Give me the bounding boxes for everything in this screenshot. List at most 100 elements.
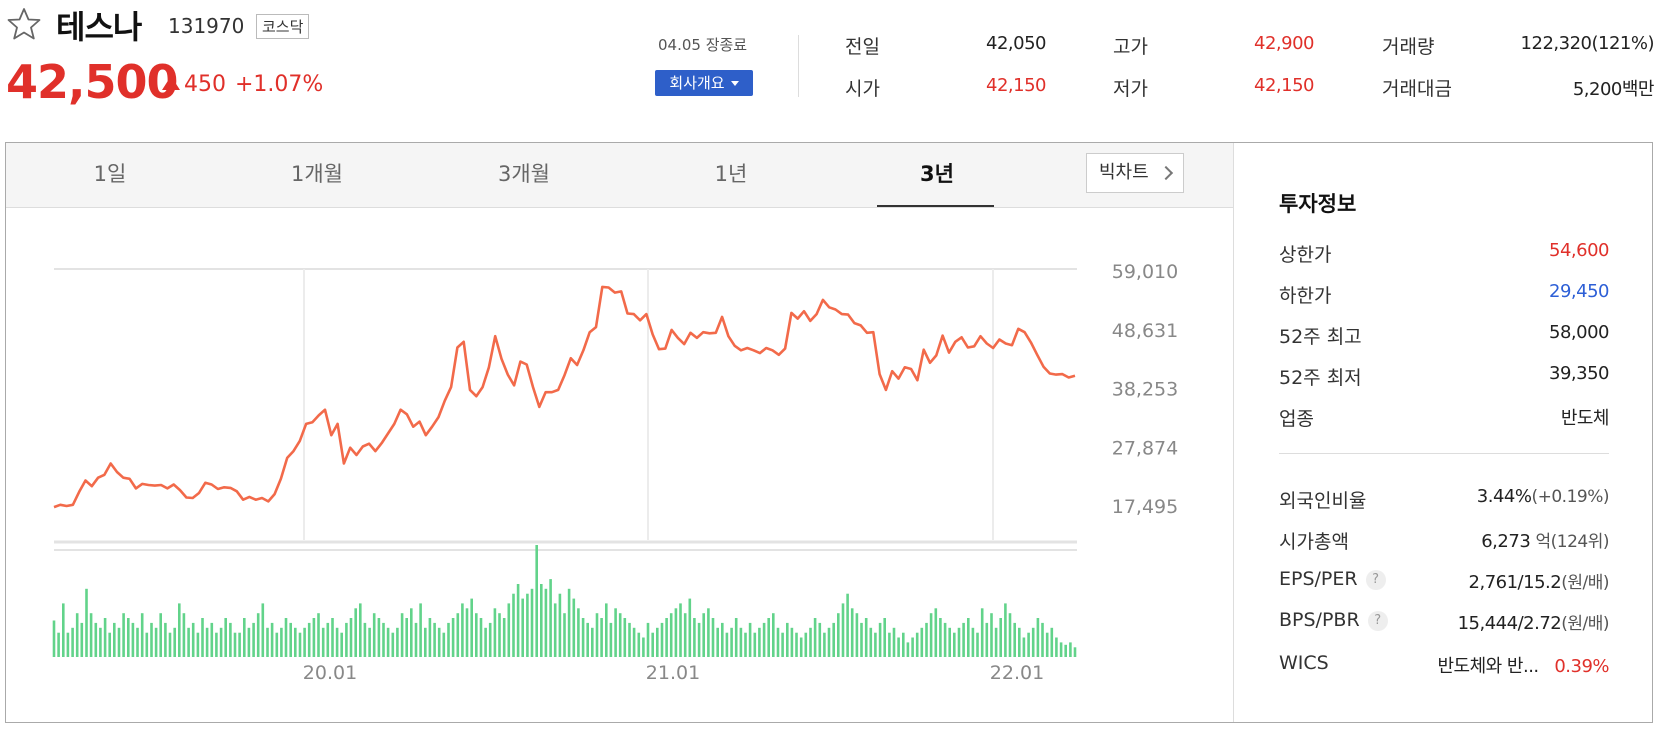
volume-bar xyxy=(1018,627,1021,657)
volume-bar xyxy=(294,627,297,657)
volume-bar xyxy=(410,608,413,657)
volume-bar xyxy=(591,627,594,657)
volume-bar xyxy=(178,603,181,657)
volume-bar xyxy=(943,622,947,657)
volume-bar xyxy=(674,608,678,657)
volume-bar xyxy=(150,622,153,657)
tab-1y[interactable]: 1년 xyxy=(714,162,748,186)
volume-bar xyxy=(256,613,260,657)
stat-label-volume: 거래량 xyxy=(1382,36,1435,58)
company-overview-button[interactable]: 회사개요 xyxy=(655,70,753,96)
volume-bar xyxy=(108,632,111,657)
volume-bar xyxy=(767,618,770,657)
volume-bar xyxy=(809,627,812,657)
favorite-star-icon[interactable] xyxy=(6,6,42,42)
volume-bar xyxy=(187,627,190,657)
volume-bar xyxy=(818,622,822,657)
volume-bar xyxy=(224,618,227,657)
volume-bar xyxy=(716,627,719,657)
volume-bar xyxy=(57,632,60,657)
volume-bar xyxy=(372,613,376,657)
volume-bar xyxy=(962,622,965,657)
volume-bar xyxy=(753,632,757,657)
volume-bar xyxy=(335,627,339,657)
price-chart[interactable]: 59,010 48,631 38,253 27,874 17,495 20.01 21.01… xyxy=(0,207,1232,722)
volume-bar xyxy=(567,588,571,657)
volume-bar xyxy=(1008,613,1012,657)
invest-label-lower-limit: 하한가 xyxy=(1279,285,1332,307)
invest-value-52w-low: 39,350 xyxy=(1549,363,1609,384)
volume-bar xyxy=(312,618,316,657)
volume-bar xyxy=(196,632,200,657)
invest-value-wics[interactable]: 반도체와 반... 0.39% xyxy=(1359,652,1609,678)
volume-bar xyxy=(795,632,798,657)
bps-pbr-unit: (원/배) xyxy=(1561,614,1609,634)
volume-bar xyxy=(642,637,645,657)
stock-code: 131970 xyxy=(168,14,245,38)
volume-bar xyxy=(298,632,302,657)
volume-bar xyxy=(516,584,520,657)
stat-value-low: 42,150 xyxy=(1254,75,1314,96)
tab-1m[interactable]: 1개월 xyxy=(290,162,343,186)
volume-bar xyxy=(976,632,979,657)
volume-bar xyxy=(744,632,747,657)
volume-bar xyxy=(266,627,269,657)
volume-bar xyxy=(1041,622,1044,657)
volume-bar xyxy=(1036,618,1040,657)
volume-bar xyxy=(618,613,622,657)
tab-3y[interactable]: 3년 xyxy=(920,162,954,186)
volume-bar xyxy=(215,632,218,657)
volume-bar xyxy=(549,579,552,657)
volume-bar xyxy=(669,613,673,657)
volume-bar xyxy=(646,622,650,657)
volume-bar xyxy=(581,618,585,657)
wics-sector: 반도체와 반... xyxy=(1437,656,1539,677)
volume-bar xyxy=(465,608,469,657)
volume-bar xyxy=(52,620,56,657)
big-chart-button[interactable]: 빅차트 xyxy=(1086,153,1184,193)
volume-bar xyxy=(164,622,167,657)
volume-bar xyxy=(999,618,1002,657)
volume-bar xyxy=(391,632,395,657)
stat-value-volume: 122,320(121%) xyxy=(1520,33,1655,54)
price-change: 450 xyxy=(162,72,226,97)
volume-bar xyxy=(790,627,794,657)
y-axis-tick-label: 17,495 xyxy=(1112,496,1178,518)
volume-bar xyxy=(85,588,88,657)
foreign-ratio-value: 3.44% xyxy=(1476,486,1532,507)
market-cap-value: 6,273 xyxy=(1481,531,1531,552)
invest-label-eps-per: EPS/PER? xyxy=(1279,568,1386,590)
up-triangle-icon xyxy=(162,76,180,90)
volume-bar xyxy=(994,627,998,657)
invest-value-52w-high: 58,000 xyxy=(1549,322,1609,343)
volume-bar xyxy=(878,622,882,657)
invest-label-wics: WICS xyxy=(1279,652,1329,674)
market-badge: 코스닥 xyxy=(256,14,310,39)
volume-bar xyxy=(683,613,687,657)
stat-value-prev-close: 42,050 xyxy=(986,33,1046,54)
help-icon[interactable]: ? xyxy=(1367,611,1388,631)
volume-bar xyxy=(270,622,274,657)
volume-bar xyxy=(721,622,724,657)
volume-bar xyxy=(632,627,636,657)
help-icon[interactable]: ? xyxy=(1365,570,1386,590)
volume-bar xyxy=(688,598,692,657)
volume-bar xyxy=(191,622,195,657)
caret-down-icon xyxy=(730,81,739,86)
y-axis-tick-label: 48,631 xyxy=(1112,320,1178,342)
tab-1d[interactable]: 1일 xyxy=(93,162,127,186)
volume-bar xyxy=(623,618,627,657)
volume-bar xyxy=(804,632,808,657)
volume-bar xyxy=(702,613,705,657)
volume-bar xyxy=(971,627,975,657)
volume-bar xyxy=(493,608,497,657)
invest-label-bps-pbr: BPS/PBR? xyxy=(1279,609,1388,631)
volume-bar xyxy=(980,608,984,657)
volume-bar xyxy=(526,593,529,657)
tab-3m[interactable]: 3개월 xyxy=(497,162,550,186)
volume-bar xyxy=(284,618,288,657)
volume-bar xyxy=(345,622,348,657)
volume-bar xyxy=(99,627,102,657)
volume-bar xyxy=(990,613,993,657)
invest-value-upper-limit: 54,600 xyxy=(1549,240,1609,261)
